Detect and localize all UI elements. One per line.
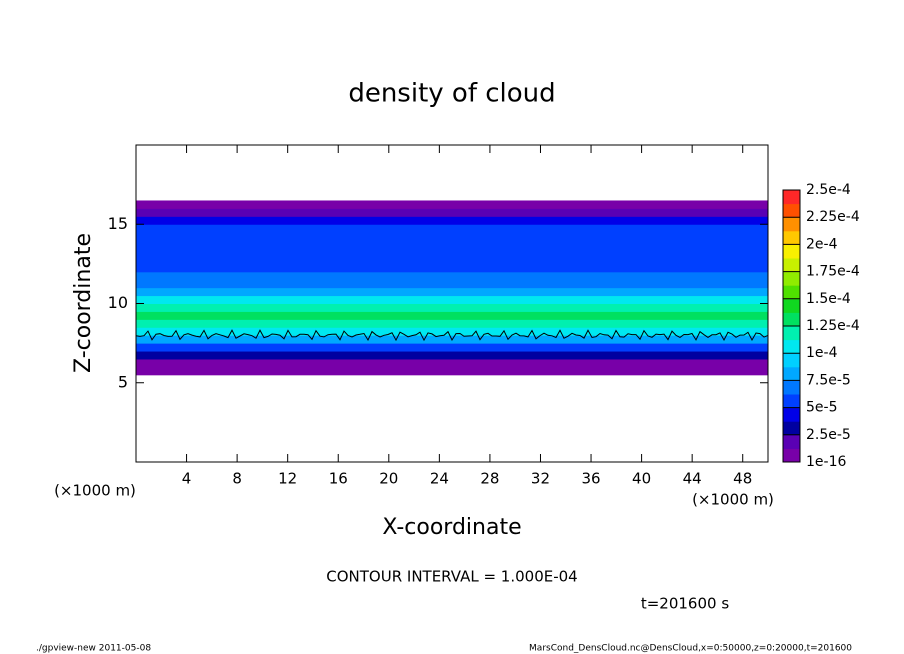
colorbar-label: 2.25e-4 [806, 209, 860, 225]
heat-cell [136, 295, 768, 304]
heat-cell [136, 303, 768, 312]
heat-cell [136, 366, 768, 376]
colorbar-cell [783, 271, 800, 286]
time-label: t=201600 s [641, 595, 729, 613]
colorbar-cell [783, 434, 800, 449]
colorbar-label: 1e-16 [806, 454, 846, 470]
x-tick-label: 48 [733, 470, 752, 488]
heat-cell [136, 216, 768, 225]
heat-cell [136, 358, 768, 368]
colorbar-cell [783, 353, 800, 368]
contour-interval: CONTOUR INTERVAL = 1.000E-04 [326, 568, 577, 586]
heat-cell [136, 255, 768, 265]
y-tick-label: 5 [118, 372, 128, 391]
chart-title: density of cloud [348, 79, 555, 109]
colorbar-cell [783, 217, 800, 232]
x-tick-label: 28 [480, 470, 499, 488]
heat-cell [136, 208, 768, 217]
footer-left: ./gpview-new 2011-05-08 [36, 644, 151, 654]
x-tick-label: 16 [329, 470, 348, 488]
x-tick-label: 8 [232, 470, 242, 488]
heat-cell [136, 232, 768, 241]
colorbar-label: 5e-5 [806, 400, 837, 416]
x-tick-label: 12 [278, 470, 297, 488]
colorbar-cell [783, 312, 800, 327]
y-unit: (×1000 m) [54, 482, 136, 500]
colorbar-cell [783, 190, 800, 205]
heat-cell [136, 224, 768, 233]
colorbar-cell [783, 407, 800, 422]
x-tick-label: 20 [379, 470, 398, 488]
colorbar-cell [783, 244, 800, 259]
colorbar-label: 1e-4 [806, 345, 838, 361]
colorbar-cell [783, 380, 800, 395]
colorbar-cell [783, 230, 800, 245]
colorbar-label: 1.75e-4 [806, 264, 860, 280]
colorbar-cell [783, 203, 800, 218]
colorbar-cell [783, 285, 800, 300]
x-tick-label: 44 [683, 470, 702, 488]
heat-cell [136, 343, 768, 352]
heat-cell [136, 271, 768, 281]
colorbar-label: 2.5e-5 [806, 427, 851, 443]
colorbar-cell [783, 326, 800, 341]
colorbar-label: 7.5e-5 [806, 372, 851, 388]
x-tick-label: 24 [430, 470, 449, 488]
heat-cell [136, 279, 768, 289]
heat-cell [136, 200, 768, 209]
y-tick-label: 15 [108, 214, 128, 233]
heat-cell [136, 248, 768, 257]
colorbar-label: 1.25e-4 [806, 318, 860, 334]
heat-cell [136, 351, 768, 360]
colorbar-cell [783, 366, 800, 381]
x-unit: (×1000 m) [692, 491, 774, 509]
colorbar-label: 1.5e-4 [806, 291, 851, 307]
x-tick-label: 4 [182, 470, 192, 488]
heat-cell [136, 240, 768, 249]
heat-cell [136, 287, 768, 297]
heat-cell [136, 327, 768, 336]
colorbar-cell [783, 448, 800, 463]
colorbar-label: 2e-4 [806, 236, 838, 252]
heat-cell [136, 263, 768, 273]
footer-right: MarsCond_DensCloud.nc@DensCloud,x=0:5000… [529, 644, 852, 654]
colorbar-cell [783, 339, 800, 354]
colorbar-cell [783, 421, 800, 436]
x-axis-label: X-coordinate [382, 515, 521, 540]
y-axis-label: Z-coordinate [71, 233, 96, 373]
x-tick-label: 32 [531, 470, 550, 488]
colorbar-label: 2.5e-4 [806, 182, 851, 198]
colorbar-cell [783, 298, 800, 313]
x-tick-label: 40 [632, 470, 651, 488]
colorbar-cell [783, 258, 800, 273]
y-tick-label: 10 [108, 293, 128, 312]
colorbar-cell [783, 394, 800, 409]
heat-cell [136, 311, 768, 320]
heat-cell [136, 319, 768, 328]
contour-line [135, 329, 769, 342]
x-tick-label: 36 [581, 470, 600, 488]
